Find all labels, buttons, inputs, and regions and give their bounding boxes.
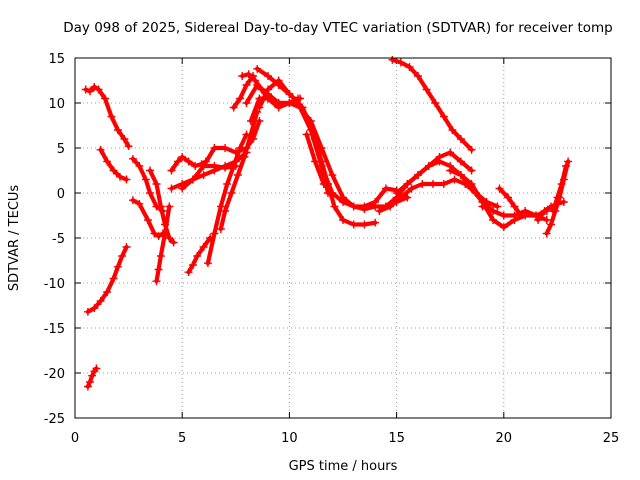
y-tick-label: -20: [44, 367, 65, 382]
series-arc-25: [302, 130, 328, 188]
series-arc-2: [83, 364, 101, 391]
series-arc-3: [83, 243, 131, 316]
x-tick-label: 25: [603, 431, 620, 446]
y-axis-label: SDTVAR / TECUs: [7, 185, 22, 292]
y-tick-label: 15: [48, 52, 65, 67]
data-series: [81, 55, 573, 391]
series-arc-1: [81, 82, 133, 151]
series-arc-29: [388, 55, 476, 154]
y-tick-label: -10: [44, 277, 65, 292]
series-arc-8: [152, 202, 174, 286]
y-tick-labels: -25 -20 -15 -10 -5 0 5 10 15: [44, 52, 65, 427]
series-arc-12: [184, 234, 215, 277]
series-arc-33: [534, 198, 568, 224]
plot-frame: [74, 57, 612, 419]
y-tick-label: -15: [44, 322, 65, 337]
y-tick-label: -25: [44, 412, 65, 427]
series-arc-15: [216, 108, 262, 233]
grid: [75, 58, 611, 418]
series-arc-35: [549, 162, 570, 215]
chart-title: Day 098 of 2025, Sidereal Day-to-day VTE…: [63, 20, 612, 36]
y-tick-label: -5: [52, 232, 65, 247]
series-arc-28: [392, 148, 476, 197]
series-arc-4: [96, 145, 131, 184]
series-arc-32: [495, 184, 525, 220]
y-tick-label: 10: [48, 97, 65, 112]
series-arc-30: [446, 166, 551, 232]
x-tick-label: 5: [178, 431, 186, 446]
x-tick-label: 0: [71, 431, 79, 446]
x-axis-label: GPS time / hours: [289, 459, 398, 474]
y-tick-label: 0: [57, 187, 65, 202]
y-tick-label: 5: [57, 142, 65, 157]
x-tick-label: 10: [281, 431, 298, 446]
x-tick-labels: 0 5 10 15 20 25: [71, 431, 619, 446]
x-tick-label: 20: [496, 431, 513, 446]
x-tick-label: 15: [388, 431, 405, 446]
